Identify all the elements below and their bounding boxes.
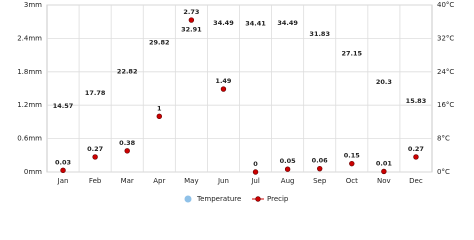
legend-marker bbox=[184, 195, 192, 203]
value-label: 2.73 bbox=[183, 8, 199, 16]
x-tick-label: Mar bbox=[121, 177, 134, 185]
page: 0mm 0.6mm 1.2mm 1.8mm 2.4mm 3mm 0°C 8°C 16°C 24°C… bbox=[17, 1, 455, 203]
value-label: 0.27 bbox=[408, 145, 424, 153]
y2-tick-label: 32°C bbox=[437, 34, 454, 42]
precip-point bbox=[413, 154, 419, 160]
value-label: 0 bbox=[253, 160, 258, 168]
y-tick-label: 1.2mm bbox=[17, 101, 42, 109]
y-tick-label: 3mm bbox=[24, 1, 42, 9]
y2-tick-label: 8°C bbox=[437, 135, 450, 143]
chart: 0mm 0.6mm 1.2mm 1.8mm 2.4mm 3mm 0°C 8°C 16°C 24°C… bbox=[17, 1, 454, 203]
precip-point bbox=[252, 169, 259, 175]
y-tick-label: 0.6mm bbox=[17, 135, 42, 143]
value-label: 34.41 bbox=[245, 19, 266, 27]
value-label: 0.27 bbox=[87, 145, 103, 153]
value-label: 0.15 bbox=[344, 152, 361, 160]
y-tick-label: 1.8mm bbox=[17, 68, 42, 76]
precip-point bbox=[60, 167, 66, 174]
value-label: 27.15 bbox=[342, 50, 363, 58]
value-label: 22.82 bbox=[117, 68, 138, 76]
x-tick-label: Oct bbox=[346, 177, 358, 185]
legend-label: Temperature bbox=[196, 195, 241, 203]
x-tick-label: Feb bbox=[89, 177, 102, 185]
precip-point bbox=[349, 160, 355, 167]
value-label: 0.01 bbox=[376, 159, 393, 167]
value-label: 29.82 bbox=[149, 39, 170, 47]
precip-point bbox=[188, 17, 195, 23]
precip-point bbox=[156, 113, 162, 120]
value-label: 0.38 bbox=[119, 139, 136, 147]
y2-tick-label: 40°C bbox=[437, 1, 454, 9]
value-label: 0.03 bbox=[55, 158, 71, 166]
value-label: 31.83 bbox=[309, 30, 330, 38]
legend-marker bbox=[255, 196, 261, 202]
x-tick-label: May bbox=[184, 177, 198, 185]
value-label: 0.06 bbox=[312, 157, 329, 165]
y2-tick-label: 0°C bbox=[437, 168, 450, 176]
x-tick-label: Apr bbox=[153, 177, 165, 185]
x-tick-label: Sep bbox=[313, 177, 327, 185]
value-label: 32.91 bbox=[181, 26, 202, 34]
value-label: 1 bbox=[157, 104, 162, 112]
value-label: 34.49 bbox=[277, 19, 298, 27]
value-label: 20.3 bbox=[376, 78, 392, 86]
x-tick-label: Dec bbox=[409, 177, 423, 185]
precip-point bbox=[381, 168, 387, 175]
precip-point bbox=[124, 148, 130, 154]
value-label: 34.49 bbox=[213, 19, 234, 27]
x-tick-label: Jun bbox=[217, 177, 229, 185]
x-tick-label: Nov bbox=[377, 177, 391, 185]
precip-point bbox=[284, 166, 291, 172]
value-label: 0.05 bbox=[280, 157, 297, 165]
x-tick-label: Jul bbox=[250, 177, 260, 185]
precip-point bbox=[92, 154, 98, 160]
y-tick-label: 2.4mm bbox=[17, 34, 42, 42]
precip-point bbox=[317, 165, 323, 172]
value-label: 1.49 bbox=[215, 77, 232, 85]
y2-tick-label: 24°C bbox=[437, 68, 454, 76]
x-tick-label: Aug bbox=[281, 177, 295, 185]
y-tick-label: 0mm bbox=[24, 168, 42, 176]
value-label: 15.83 bbox=[406, 97, 427, 105]
value-label: 17.78 bbox=[85, 89, 106, 97]
x-tick-label: Jan bbox=[57, 177, 69, 185]
precip-point bbox=[220, 86, 227, 92]
y2-tick-label: 16°C bbox=[437, 101, 454, 109]
legend-label: Precip bbox=[267, 195, 289, 203]
value-label: 14.57 bbox=[53, 102, 74, 110]
